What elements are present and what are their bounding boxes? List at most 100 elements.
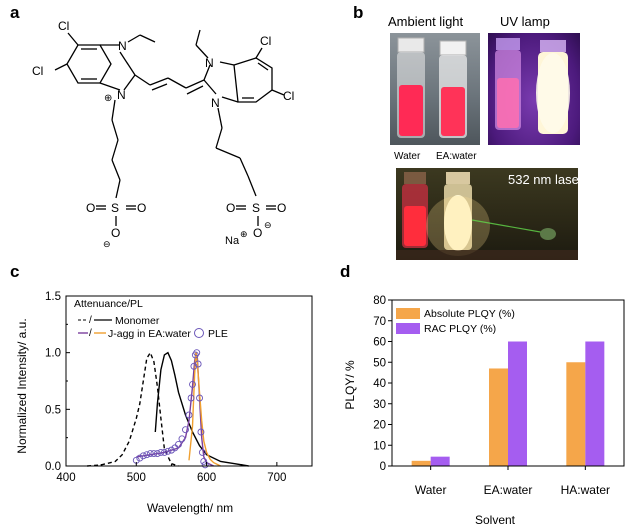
- ple-marker: [153, 450, 161, 457]
- legend-rac-plqy: RAC PLQY (%): [424, 323, 496, 335]
- ple-marker: [182, 426, 189, 434]
- ple-marker: [160, 448, 168, 456]
- laser-label: 532 nm laser: [508, 172, 584, 187]
- chemical-structure: Cl Cl N N ⊕ Cl Cl N N S O O O ⊖ S O O O …: [32, 19, 294, 249]
- ple-marker: [178, 435, 186, 443]
- chart-d-xlabel: Solvent: [475, 513, 516, 527]
- x-tick-label: 400: [56, 472, 75, 484]
- legend-jagg: J-agg in EA:water: [108, 328, 191, 340]
- ple-marker: [136, 454, 144, 462]
- ambient-light-photo: [390, 33, 480, 145]
- panel-letter-c: c: [10, 262, 20, 281]
- y-tick-label: 1.0: [45, 348, 61, 360]
- laser-photo: [396, 168, 578, 260]
- ple-marker: [157, 448, 165, 456]
- panel-letter-a: a: [10, 3, 20, 22]
- ple-marker: [201, 461, 209, 469]
- atom-n: N: [117, 88, 126, 102]
- atom-cl: Cl: [58, 19, 69, 33]
- atom-na: Na: [225, 235, 240, 247]
- chart-c-ylabel: Normalized Intensity/ a.u.: [15, 318, 29, 453]
- ple-marker: [198, 448, 206, 456]
- uv-lamp-label: UV lamp: [500, 14, 550, 29]
- atom-o: O: [137, 201, 146, 215]
- ple-marker: [196, 394, 203, 402]
- atom-s: S: [111, 201, 119, 215]
- uv-lamp-photo: [488, 33, 580, 145]
- chart-c-legend-title: Attenuance/PL: [74, 298, 143, 310]
- category-label: HA:water: [561, 483, 610, 497]
- bar-absolute-0: [411, 460, 431, 466]
- atom-cl: Cl: [260, 34, 271, 48]
- ple-marker: [164, 447, 172, 455]
- ple-marker: [150, 450, 158, 457]
- ple-marker: [194, 360, 202, 368]
- charge-minus: ⊖: [103, 239, 111, 249]
- panel-letter-d: d: [340, 262, 351, 281]
- vial-label-water: Water: [394, 151, 421, 162]
- bar-rac-1: [508, 341, 527, 466]
- bar-rac-2: [585, 341, 605, 466]
- plqy-bar-chart: Water EA:water HA:water 0 10 20 30 40 50 60 70 80 P…: [343, 295, 625, 527]
- ple-marker: [190, 362, 198, 370]
- ambient-light-label: Ambient light: [388, 14, 464, 29]
- series-line-3: [136, 352, 214, 467]
- chart-c-xlabel: Wavelength/ nm: [147, 501, 233, 515]
- y-tick-label: 70: [373, 316, 386, 328]
- y-tick-label: 1.5: [45, 291, 61, 303]
- atom-o: O: [111, 226, 120, 240]
- ple-marker: [146, 450, 154, 457]
- ple-marker: [189, 380, 196, 388]
- atom-o: O: [226, 201, 235, 215]
- ple-marker: [143, 451, 151, 459]
- series-line-1: [87, 351, 179, 467]
- y-tick-label: 30: [373, 399, 386, 411]
- atom-cl: Cl: [32, 64, 43, 78]
- atom-o: O: [86, 201, 95, 215]
- ple-marker: [187, 394, 195, 402]
- y-tick-label: 0.5: [45, 404, 61, 416]
- y-tick-label: 20: [373, 420, 386, 432]
- x-tick-label: 500: [127, 472, 146, 484]
- series-line-2: [154, 351, 249, 467]
- y-tick-label: 60: [373, 337, 386, 349]
- y-tick-label: 0: [380, 461, 386, 473]
- atom-o: O: [277, 201, 286, 215]
- svg-text:/: /: [89, 315, 92, 326]
- legend-monomer: Monomer: [115, 315, 160, 327]
- charge-plus: ⊕: [240, 229, 248, 239]
- ple-marker: [185, 411, 193, 419]
- atom-n: N: [118, 39, 127, 53]
- atom-s: S: [252, 201, 260, 215]
- bar-rac-0: [430, 456, 450, 466]
- atom-n: N: [205, 56, 214, 70]
- series-line-4: [188, 352, 221, 467]
- category-label: Water: [415, 483, 447, 497]
- bar-absolute-1: [489, 368, 508, 466]
- spectra-chart: 400 500 600 700 0.0 0.5 1.0 1.5 Normalized Inte…: [15, 291, 313, 515]
- charge-minus: ⊖: [264, 220, 272, 230]
- panel-letter-b: b: [353, 3, 364, 22]
- y-tick-label: 40: [373, 378, 386, 390]
- x-tick-label: 700: [267, 472, 286, 484]
- charge-plus: ⊕: [104, 93, 112, 104]
- chart-d-ylabel: PLQY/ %: [343, 360, 357, 410]
- atom-cl: Cl: [283, 89, 294, 103]
- legend-absolute-plqy: Absolute PLQY (%): [424, 308, 515, 320]
- ple-marker: [139, 452, 147, 460]
- category-label: EA:water: [484, 483, 533, 497]
- atom-o: O: [253, 226, 262, 240]
- ple-marker: [167, 446, 175, 454]
- ple-marker: [200, 458, 208, 465]
- y-tick-label: 0.0: [45, 461, 61, 473]
- svg-text:/: /: [89, 328, 92, 339]
- chart-d-legend: Absolute PLQY (%) RAC PLQY (%): [396, 308, 515, 335]
- chart-c-legend: / Monomer / J-agg in EA:water PLE: [78, 315, 228, 340]
- y-tick-label: 10: [373, 440, 386, 452]
- x-tick-label: 600: [197, 472, 216, 484]
- ple-marker: [197, 428, 205, 436]
- y-tick-label: 50: [373, 357, 386, 369]
- bar-absolute-2: [566, 362, 586, 466]
- vial-label-ea-water: EA:water: [436, 151, 477, 162]
- ple-marker: [193, 349, 201, 357]
